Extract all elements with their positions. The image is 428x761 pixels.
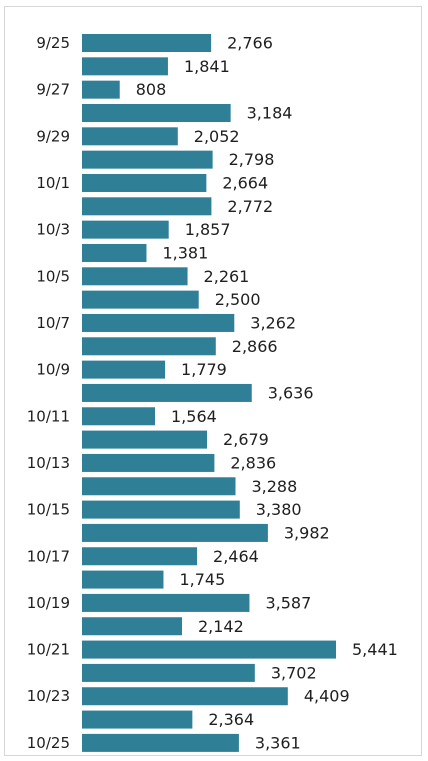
value-label-9-26: 1,841 bbox=[184, 57, 230, 76]
value-label-10-5: 2,261 bbox=[204, 267, 250, 286]
value-label-9-29: 2,052 bbox=[194, 127, 240, 146]
value-label-10-7: 3,262 bbox=[250, 313, 296, 332]
tick-label-10-17: 10/17 bbox=[27, 547, 70, 565]
bar-10-1 bbox=[82, 173, 207, 192]
tick-label-10-5: 10/5 bbox=[36, 267, 70, 285]
tick-label-10-3: 10/3 bbox=[36, 221, 70, 239]
bar-9-30 bbox=[82, 150, 213, 169]
value-label-10-19: 3,587 bbox=[265, 593, 311, 612]
chart-frame bbox=[4, 6, 422, 756]
value-label-10-12: 2,679 bbox=[223, 430, 269, 449]
tick-label-10-1: 10/1 bbox=[36, 174, 70, 192]
tick-label-10-9: 10/9 bbox=[36, 361, 70, 379]
bar-10-2 bbox=[82, 197, 212, 216]
value-label-10-24: 2,364 bbox=[208, 710, 254, 729]
bar-10-24 bbox=[82, 710, 193, 729]
bar-10-9 bbox=[82, 360, 166, 379]
value-label-10-1: 2,664 bbox=[222, 173, 268, 192]
value-label-10-18: 1,745 bbox=[179, 570, 225, 589]
bar-10-16 bbox=[82, 523, 268, 542]
value-label-10-9: 1,779 bbox=[181, 360, 227, 379]
value-label-10-15: 3,380 bbox=[256, 500, 302, 519]
tick-label-10-23: 10/23 bbox=[27, 687, 70, 705]
bar-10-20 bbox=[82, 617, 182, 636]
bar-10-15 bbox=[82, 500, 240, 519]
tick-label-10-15: 10/15 bbox=[27, 501, 70, 519]
tick-label-10-13: 10/13 bbox=[27, 454, 70, 472]
bar-10-18 bbox=[82, 570, 164, 589]
value-label-10-14: 3,288 bbox=[251, 477, 297, 496]
tick-label-10-11: 10/11 bbox=[27, 407, 70, 425]
value-label-10-22: 3,702 bbox=[271, 663, 317, 682]
value-label-9-27: 808 bbox=[136, 80, 167, 99]
value-label-10-17: 2,464 bbox=[213, 547, 259, 566]
value-label-10-25: 3,361 bbox=[255, 733, 301, 752]
bar-10-11 bbox=[82, 407, 156, 426]
value-label-10-6: 2,500 bbox=[215, 290, 261, 309]
tick-label-10-21: 10/21 bbox=[27, 641, 70, 659]
bar-10-12 bbox=[82, 430, 208, 449]
bar-10-8 bbox=[82, 337, 216, 356]
value-label-10-10: 3,636 bbox=[268, 383, 314, 402]
value-label-9-25: 2,766 bbox=[227, 34, 273, 53]
value-label-10-23: 4,409 bbox=[304, 687, 350, 706]
bar-10-7 bbox=[82, 313, 235, 332]
bar-10-23 bbox=[82, 687, 288, 706]
bar-10-21 bbox=[82, 640, 336, 659]
tick-label-10-25: 10/25 bbox=[27, 734, 70, 752]
tick-label-9-27: 9/27 bbox=[36, 81, 70, 99]
bar-10-5 bbox=[82, 267, 188, 286]
bar-10-13 bbox=[82, 453, 215, 472]
bar-9-25 bbox=[82, 34, 212, 52]
bar-9-26 bbox=[82, 57, 168, 76]
tick-label-10-7: 10/7 bbox=[36, 314, 70, 332]
bar-9-28 bbox=[82, 103, 231, 122]
value-label-10-20: 2,142 bbox=[198, 617, 244, 636]
tick-label-9-25: 9/25 bbox=[36, 34, 70, 52]
value-label-10-2: 2,772 bbox=[227, 197, 273, 216]
bar-10-10 bbox=[82, 383, 252, 402]
bar-9-27 bbox=[82, 80, 120, 99]
value-label-9-30: 2,798 bbox=[229, 150, 275, 169]
value-label-9-28: 3,184 bbox=[247, 103, 293, 122]
value-label-10-21: 5,441 bbox=[352, 640, 398, 659]
tick-label-9-29: 9/29 bbox=[36, 127, 70, 145]
value-label-10-11: 1,564 bbox=[171, 407, 217, 426]
bar-10-3 bbox=[82, 220, 169, 239]
bar-10-6 bbox=[82, 290, 199, 309]
bar-10-22 bbox=[82, 663, 255, 682]
bar-10-25 bbox=[82, 733, 239, 752]
bar-10-14 bbox=[82, 477, 236, 496]
value-label-10-8: 2,866 bbox=[232, 337, 278, 356]
value-label-10-3: 1,857 bbox=[185, 220, 231, 239]
value-label-10-16: 3,982 bbox=[284, 523, 330, 542]
bar-10-19 bbox=[82, 593, 250, 612]
value-label-10-13: 2,836 bbox=[230, 453, 276, 472]
bar-9-29 bbox=[82, 127, 178, 146]
bar-10-4 bbox=[82, 243, 147, 262]
bar-10-17 bbox=[82, 547, 198, 566]
value-label-10-4: 1,381 bbox=[162, 243, 208, 262]
tick-label-10-19: 10/19 bbox=[27, 594, 70, 612]
